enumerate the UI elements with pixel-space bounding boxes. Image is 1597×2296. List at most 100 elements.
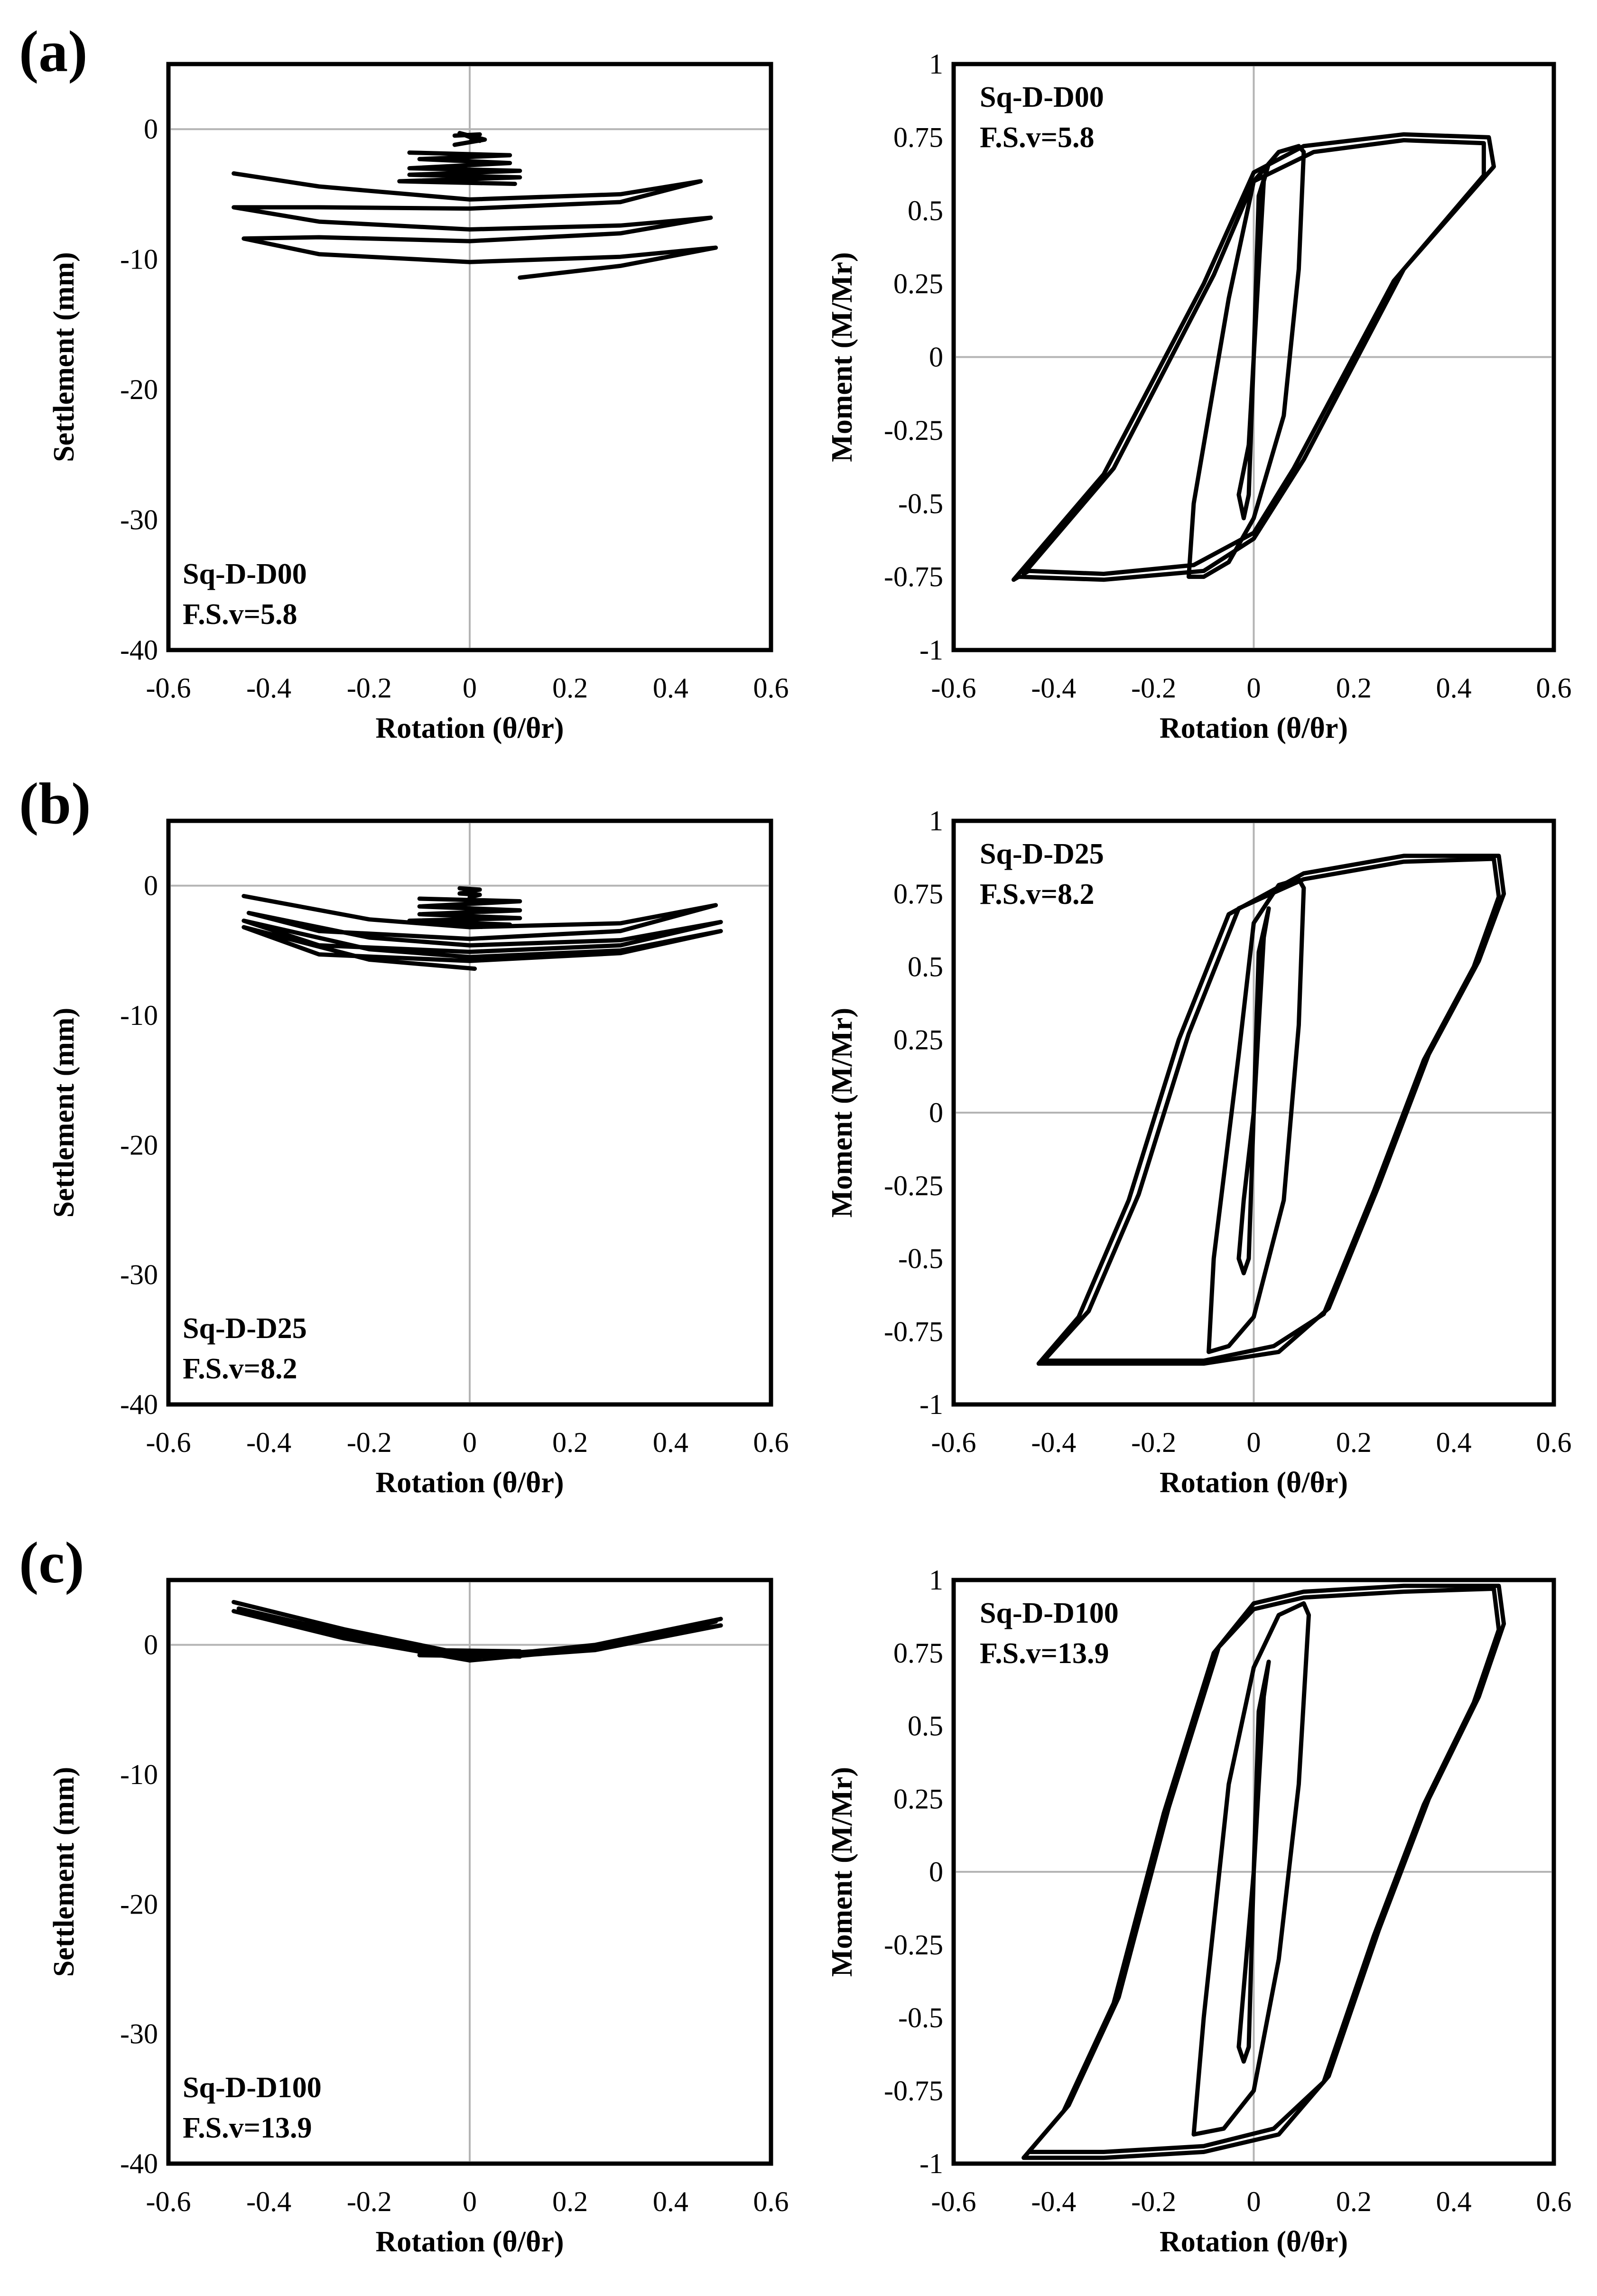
x-tick-label: 0.2 <box>552 1427 588 1458</box>
y-tick-label: 1 <box>929 805 943 837</box>
x-tick-label: -0.4 <box>246 672 291 704</box>
specimen-annotation: Sq-D-D100 <box>183 2072 322 2104</box>
x-tick-label: 0.6 <box>753 672 789 704</box>
y-tick-label: -20 <box>120 1129 158 1161</box>
chart-moment-c: -0.6 -0.4 -0.2 0 0.2 0.4 0.6 1 0.75 0.5 0.25 0 -0.25… <box>826 1564 1572 2258</box>
x-tick-label: -0.2 <box>347 2186 392 2217</box>
x-tick-label: 0.2 <box>1336 672 1372 704</box>
x-tick-label: -0.6 <box>931 672 976 704</box>
x-axis-label: Rotation (θ/θr) <box>1160 712 1348 744</box>
x-tick-label: -0.6 <box>146 1427 191 1458</box>
y-tick-label: -10 <box>120 244 158 275</box>
y-axis-label: Settlement (mm) <box>48 1767 80 1977</box>
y-tick-label: -30 <box>120 1259 158 1291</box>
specimen-annotation: Sq-D-D100 <box>980 1597 1119 1629</box>
y-tick-label: 0 <box>929 342 943 373</box>
x-axis-label: Rotation (θ/θr) <box>375 2226 564 2258</box>
series-cycle-3 <box>241 894 723 971</box>
y-tick-label: -0.25 <box>884 1170 943 1201</box>
y-tick-label: 0.75 <box>893 1637 943 1669</box>
y-tick-label: 0 <box>929 1856 943 1887</box>
x-tick-label: -0.2 <box>1131 2186 1176 2217</box>
series-cycle-small <box>1236 1659 1271 2064</box>
x-tick-label: -0.4 <box>1031 672 1076 704</box>
series-cycle-large-1 <box>1012 132 1496 582</box>
y-tick-label: -1 <box>919 2148 943 2179</box>
x-tick-label: -0.4 <box>246 1427 291 1458</box>
series-cycle-mid <box>1207 877 1306 1354</box>
y-tick-label: -40 <box>120 2148 158 2179</box>
chart-moment-a: -0.6 -0.4 -0.2 0 0.2 0.4 0.6 1 0.75 0.5 0.25 0 -0.25… <box>826 48 1572 744</box>
x-axis-label: Rotation (θ/θr) <box>375 1467 564 1499</box>
y-tick-label: -10 <box>120 1000 158 1031</box>
y-tick-label: 0.25 <box>893 1783 943 1814</box>
chart-settlement-b: -0.6 -0.4 -0.2 0 0.2 0.4 0.6 0 -10 -20 -30 -40 Rotat… <box>48 818 789 1499</box>
specimen-annotation: Sq-D-D00 <box>183 558 307 590</box>
y-tick-label: 0 <box>929 1097 943 1128</box>
fsv-annotation: F.S.v=5.8 <box>183 598 297 631</box>
y-tick-label: 0 <box>144 870 158 902</box>
y-tick-label: -0.5 <box>898 488 943 519</box>
series-cycle-large-2 <box>1041 856 1501 1363</box>
x-axis-label: Rotation (θ/θr) <box>375 712 564 744</box>
series-cycle-large-1 <box>1021 1583 1506 2160</box>
series-cycle-1 <box>452 131 487 147</box>
x-tick-label: -0.4 <box>246 2186 291 2217</box>
y-tick-label: 1 <box>929 48 943 80</box>
x-tick-label: 0 <box>463 1427 477 1458</box>
x-tick-label: 0.6 <box>753 2186 789 2217</box>
series-cycle-small <box>1236 906 1271 1275</box>
series-cycle-2 <box>397 150 522 186</box>
y-tick-label: -30 <box>120 2018 158 2050</box>
x-tick-label: 0.2 <box>552 2186 588 2217</box>
y-tick-label: 0.75 <box>893 878 943 910</box>
y-tick-label: -0.25 <box>884 415 943 446</box>
x-tick-label: 0.2 <box>552 672 588 704</box>
x-tick-label: 0.2 <box>1336 1427 1372 1458</box>
fsv-annotation: F.S.v=8.2 <box>183 1353 297 1385</box>
y-axis-label: Moment (M/Mr) <box>826 1008 858 1218</box>
y-tick-label: -20 <box>120 1888 158 1920</box>
y-tick-label: 0 <box>144 1629 158 1661</box>
x-tick-label: 0.6 <box>1536 1427 1572 1458</box>
y-tick-label: -30 <box>120 504 158 536</box>
y-axis-label: Settlement (mm) <box>48 1008 80 1218</box>
y-axis-label: Settlement (mm) <box>48 252 80 462</box>
series-cycle-mid <box>1191 1601 1311 2137</box>
x-tick-label: -0.4 <box>1031 2186 1076 2217</box>
x-axis-label: Rotation (θ/θr) <box>1160 2226 1348 2258</box>
x-tick-label: -0.2 <box>1131 672 1176 704</box>
series-cycle-mid <box>1187 144 1306 579</box>
x-tick-label: 0 <box>1247 2186 1261 2217</box>
panel-label-c: (c) <box>19 1530 84 1595</box>
y-tick-label: 1 <box>929 1564 943 1596</box>
y-tick-label: 0.5 <box>908 1710 943 1742</box>
y-tick-label: 0.75 <box>893 121 943 153</box>
x-tick-label: 0 <box>463 672 477 704</box>
y-axis-label: Moment (M/Mr) <box>826 1767 858 1977</box>
panel-label-b: (b) <box>19 771 91 836</box>
series-cycle-large-2 <box>1026 1586 1501 2154</box>
series-cycle-2 <box>407 896 522 927</box>
series-cycle-large-1 <box>1036 854 1506 1366</box>
chart-settlement-a: -0.6 -0.4 -0.2 0 0.2 0.4 0.6 0 -10 -20 -30 -40 Rotat… <box>48 62 789 744</box>
fsv-annotation: F.S.v=13.9 <box>980 1637 1109 1670</box>
x-tick-label: 0.4 <box>653 2186 688 2217</box>
x-tick-label: -0.6 <box>146 672 191 704</box>
x-tick-label: -0.6 <box>931 1427 976 1458</box>
x-axis-label: Rotation (θ/θr) <box>1160 1467 1348 1499</box>
y-tick-label: 0.5 <box>908 195 943 226</box>
x-tick-label: -0.2 <box>347 672 392 704</box>
specimen-annotation: Sq-D-D25 <box>183 1312 307 1345</box>
x-tick-label: 0.4 <box>1436 1427 1472 1458</box>
chart-moment-b: -0.6 -0.4 -0.2 0 0.2 0.4 0.6 1 0.75 0.5 0.25 0 -0.25… <box>826 805 1572 1499</box>
y-tick-label: -0.75 <box>884 1316 943 1347</box>
series-cycle-small <box>1236 161 1271 521</box>
y-tick-label: -0.25 <box>884 1929 943 1961</box>
specimen-annotation: Sq-D-D00 <box>980 81 1104 113</box>
x-tick-label: -0.4 <box>1031 1427 1076 1458</box>
fsv-annotation: F.S.v=8.2 <box>980 878 1095 911</box>
x-tick-label: 0.4 <box>1436 2186 1472 2217</box>
x-tick-label: -0.6 <box>931 2186 976 2217</box>
